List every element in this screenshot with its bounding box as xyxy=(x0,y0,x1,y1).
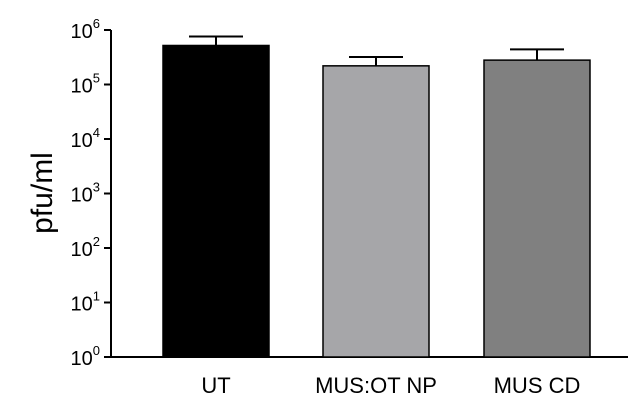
y-tick-label: 105 xyxy=(71,71,100,98)
y-tick-label: 100 xyxy=(71,343,100,370)
x-tick-label: MUS CD xyxy=(494,373,581,397)
y-tick-label: 101 xyxy=(71,289,100,316)
y-tick-label: 106 xyxy=(71,16,100,43)
y-axis-title: pfu/ml xyxy=(26,152,59,234)
y-tick-label: 103 xyxy=(71,180,100,207)
bar xyxy=(322,65,430,358)
x-tick-labels: UT MUS:OT NP MUS CD xyxy=(201,373,580,397)
bar xyxy=(483,59,591,358)
y-ticks: 100 101 102 103 104 105 106 xyxy=(71,16,111,370)
y-tick-label: 104 xyxy=(71,125,100,152)
bars xyxy=(162,35,591,358)
x-tick-label: UT xyxy=(201,373,230,397)
bar xyxy=(162,44,270,358)
y-tick-label: 102 xyxy=(71,234,100,261)
x-tick-label: MUS:OT NP xyxy=(315,373,437,397)
